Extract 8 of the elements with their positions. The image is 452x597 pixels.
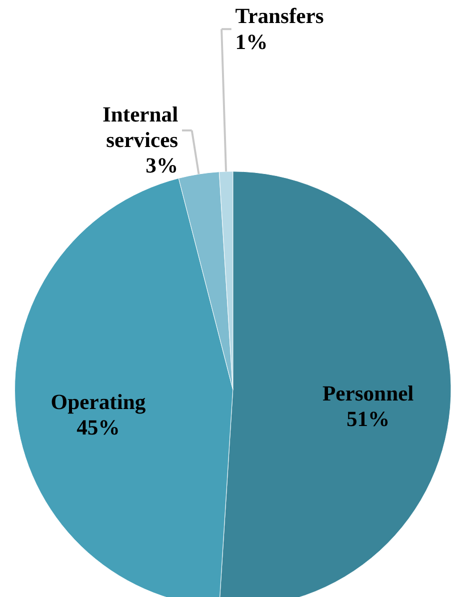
slice-label: Internal services [102, 102, 178, 152]
slice-label: Transfers [235, 4, 324, 28]
data-label: 45% [76, 416, 120, 440]
data-label: 3% [146, 154, 178, 178]
data-label: 1% [235, 30, 268, 54]
data-label: 51% [346, 407, 390, 432]
slice-label: Operating [50, 390, 146, 414]
slice-label: Personnel [322, 382, 414, 406]
